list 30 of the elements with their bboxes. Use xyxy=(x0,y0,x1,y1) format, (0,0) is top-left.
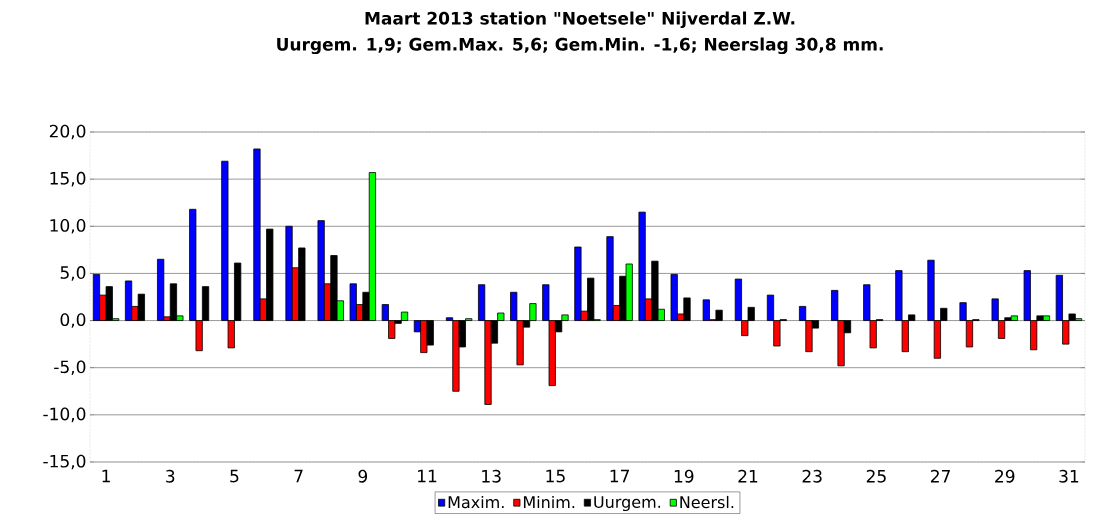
x-tick-label: 27 xyxy=(930,469,950,483)
y-tick-label: 0,0 xyxy=(60,313,86,328)
y-tick-label: -10,0 xyxy=(43,407,86,423)
legend-label: Uurgem. xyxy=(594,496,661,512)
x-tick-label: 7 xyxy=(294,469,303,483)
legend-label: Neersl. xyxy=(680,495,734,509)
x-tick-label: 9 xyxy=(358,469,368,483)
x-tick-label: 23 xyxy=(802,469,822,483)
y-tick-label: -5,0 xyxy=(54,360,86,375)
y-tick-label: 15,0 xyxy=(50,171,86,187)
x-tick-label: 25 xyxy=(866,469,886,483)
chart-subtitle: Uurgem. 1,9; Gem.Max. 5,6; Gem.Min. -1,6; Neerslag 30,8 mm. xyxy=(277,37,883,55)
x-tick-label: 19 xyxy=(674,469,694,483)
x-tick-label: 13 xyxy=(482,469,501,483)
x-tick-label: 15 xyxy=(546,469,565,483)
legend-label: Maxim. xyxy=(448,495,504,509)
x-tick-label: 29 xyxy=(995,469,1015,483)
y-tick-label: -15,0 xyxy=(43,454,86,470)
x-tick-label: 11 xyxy=(418,469,437,483)
y-tick-label: 5,0 xyxy=(60,266,86,281)
legend-label: Minim. xyxy=(523,495,575,509)
x-tick-label: 21 xyxy=(738,469,758,483)
x-tick-label: 3 xyxy=(166,469,175,483)
y-tick-label: 10,0 xyxy=(50,218,86,234)
x-tick-label: 5 xyxy=(230,469,239,483)
x-tick-label: 1 xyxy=(102,469,110,483)
y-tick-label: 20,0 xyxy=(49,124,86,140)
x-tick-label: 17 xyxy=(610,469,629,483)
x-tick-label: 31 xyxy=(1059,469,1079,483)
chart-title: Maart 2013 station "Noetsele" Nijverdal Z.W. xyxy=(365,11,795,29)
